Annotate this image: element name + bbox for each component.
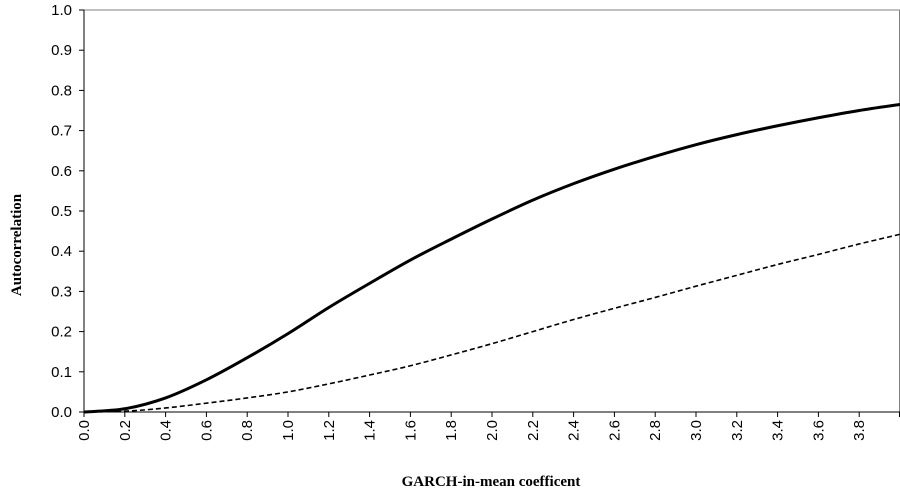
y-tick-label: 0.3 <box>51 283 72 300</box>
x-tick-label: 2.6 <box>606 420 623 441</box>
x-tick-label: 1.4 <box>362 420 379 441</box>
x-tick-label: 3.8 <box>851 420 868 441</box>
y-tick-label: 0.0 <box>51 404 72 421</box>
y-tick-label: 0.2 <box>51 324 72 341</box>
y-axis-title: Autocorrelation <box>9 193 25 296</box>
x-tick-label: 0.4 <box>158 420 175 441</box>
x-axis-title: GARCH-in-mean coefficent <box>402 474 581 490</box>
y-tick-label: 0.7 <box>51 123 72 140</box>
x-tick-label: 0.2 <box>117 420 134 441</box>
series-line-dashed <box>83 233 900 413</box>
series-layer <box>83 102 900 414</box>
y-axis-ticks: 0.0 0.1 0.2 0.3 0.4 0.5 0.6 0.7 0.8 0.9 1.0 <box>51 2 84 421</box>
x-tick-label: 2.4 <box>566 420 583 441</box>
x-tick-label: 2.2 <box>525 420 542 441</box>
x-axis-ticks: 0.0 0.2 0.4 0.6 0.8 1.0 1.2 1.4 1.6 1.8 2.0 2.2 2.4 2… <box>76 412 900 441</box>
x-tick-label: 3.0 <box>688 420 705 441</box>
x-tick-label: 3.2 <box>729 420 746 441</box>
y-tick-label: 0.4 <box>51 243 72 260</box>
x-tick-label: 1.2 <box>321 420 338 441</box>
x-tick-label: 0.6 <box>198 420 215 441</box>
y-tick-label: 1.0 <box>51 2 72 19</box>
x-tick-label: 1.8 <box>443 420 460 441</box>
x-tick-label: 1.0 <box>280 420 297 441</box>
x-tick-label: 2.0 <box>484 420 501 441</box>
y-tick-label: 0.8 <box>51 82 72 99</box>
x-tick-label: 2.8 <box>647 420 664 441</box>
y-tick-label: 0.6 <box>51 163 72 180</box>
x-tick-label: 3.6 <box>810 420 827 441</box>
y-tick-label: 0.9 <box>51 42 72 59</box>
y-tick-label: 0.1 <box>51 364 72 381</box>
x-tick-label: 0.8 <box>239 420 256 441</box>
series-line-solid <box>83 102 900 414</box>
plot-area: 0.0 0.1 0.2 0.3 0.4 0.5 0.6 0.7 0.8 0.9 1.0 0.0 0.2… <box>51 2 900 441</box>
x-tick-label: 3.4 <box>770 420 787 441</box>
y-tick-label: 0.5 <box>51 203 72 220</box>
x-tick-label: 1.6 <box>402 420 419 441</box>
x-tick-label: 0.0 <box>76 420 93 441</box>
